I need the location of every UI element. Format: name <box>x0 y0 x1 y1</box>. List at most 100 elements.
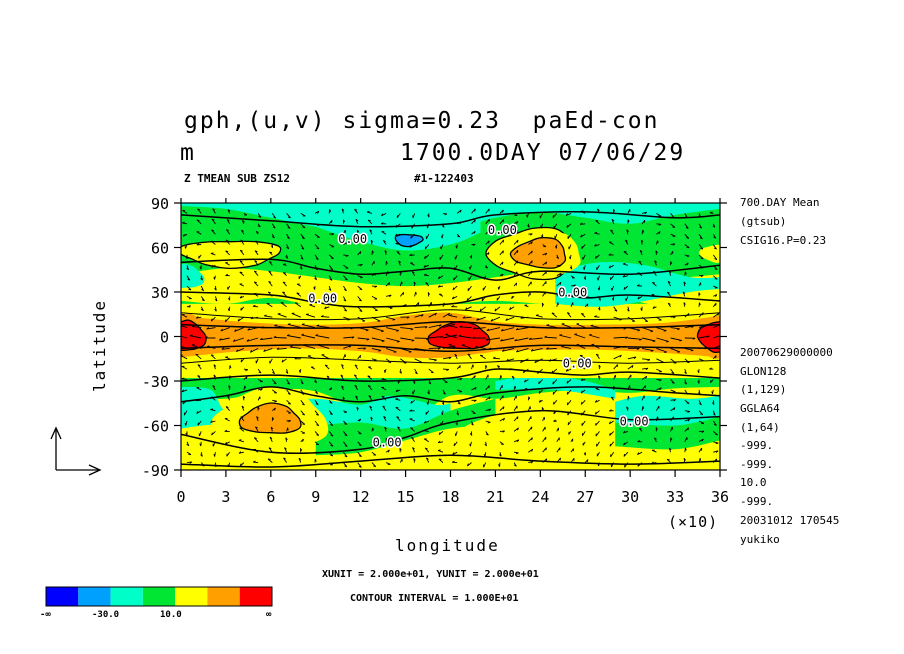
wind-vector-head <box>188 305 191 308</box>
wind-vector-head <box>387 449 390 453</box>
wind-vector-head <box>316 434 319 436</box>
wind-vector-head <box>199 443 202 447</box>
wind-vector-head <box>288 403 291 405</box>
wind-vector-head <box>652 306 655 309</box>
wind-vector-head <box>274 407 276 411</box>
wind-vector-head <box>637 463 640 467</box>
wind-vector-head <box>365 329 369 332</box>
wind-vector-head <box>459 209 462 213</box>
wind-vector-head <box>454 334 457 337</box>
wind-vector-head <box>492 356 496 359</box>
wind-vector-head <box>452 452 455 455</box>
wind-vector <box>613 327 627 329</box>
wind-vector <box>449 314 458 318</box>
wind-vector-head <box>410 328 414 331</box>
wind-vector-head <box>343 299 347 302</box>
wind-vector-head <box>490 318 493 322</box>
x-tick-label-11: 33 <box>666 488 684 506</box>
wind-vector <box>551 312 558 318</box>
wind-vector-head <box>313 287 316 290</box>
wind-vector-head <box>614 309 618 312</box>
wind-vector-head <box>224 319 227 322</box>
wind-vector <box>321 354 330 360</box>
wind-vector <box>466 296 472 302</box>
wind-vector <box>656 368 662 373</box>
wind-vector <box>588 334 600 339</box>
wind-vector-head <box>488 408 491 412</box>
wind-vector-head <box>355 395 358 398</box>
side-bottom-10: yukiko <box>740 533 780 546</box>
wind-vector-head <box>359 251 362 255</box>
wind-vector <box>656 358 664 363</box>
wind-vector-head <box>227 395 230 398</box>
wind-vector <box>513 260 518 266</box>
subtitle-left: Z TMEAN SUB ZS12 <box>184 172 290 185</box>
wind-vector-head <box>350 327 354 330</box>
wind-vector <box>219 337 230 341</box>
wind-vector-head <box>609 443 611 447</box>
wind-vector-head <box>516 230 519 234</box>
wind-vector-head <box>414 372 418 375</box>
wind-vector <box>473 327 486 330</box>
wind-vector-head <box>484 443 487 447</box>
wind-vector-head <box>240 359 243 363</box>
wind-vector <box>286 399 292 405</box>
wind-vector-head <box>527 225 530 228</box>
wind-vector-head <box>330 257 334 260</box>
wind-vector-head <box>234 329 237 332</box>
colorbar-swatch-6 <box>239 587 272 606</box>
wind-vector-head <box>301 392 305 395</box>
wind-vector-head <box>329 209 332 212</box>
wind-vector <box>712 244 717 250</box>
wind-vector-head <box>637 296 640 300</box>
wind-vector <box>382 405 387 411</box>
wind-vector-head <box>528 396 531 400</box>
feature-core-3 <box>509 237 567 269</box>
wind-vector-head <box>268 280 272 283</box>
wind-vector-head <box>316 424 319 427</box>
wind-vector-head <box>239 260 243 263</box>
wind-vector <box>428 324 442 329</box>
wind-vector-head <box>474 387 477 390</box>
wind-vector-head <box>598 364 601 368</box>
wind-vector-head <box>287 226 291 229</box>
wind-vector-head <box>671 216 675 219</box>
wind-vector-head <box>330 444 334 447</box>
wind-vector-head <box>185 432 188 436</box>
wind-vector-head <box>541 407 545 410</box>
wind-vector-head <box>182 233 185 237</box>
wind-vector <box>368 395 373 401</box>
wind-vector-head <box>330 424 333 427</box>
wind-vector <box>488 347 500 350</box>
wind-vector <box>314 244 320 250</box>
wind-vector-head <box>598 298 601 301</box>
wind-vector <box>567 400 572 406</box>
wind-vector-head <box>554 245 557 249</box>
wind-vector <box>528 437 533 443</box>
wind-vector <box>445 324 458 329</box>
wind-vector-head <box>197 375 201 377</box>
wind-vector-head <box>221 347 225 350</box>
wind-vector-head <box>314 380 317 383</box>
wind-vector-head <box>283 272 286 274</box>
wind-vector-head <box>509 307 512 310</box>
wind-vector-head <box>538 381 540 384</box>
wind-vector-head <box>522 370 525 373</box>
wind-vector-head <box>469 433 473 436</box>
wind-vector-head <box>469 255 472 259</box>
wind-vector-head <box>210 252 214 254</box>
wind-vector-head <box>557 302 559 306</box>
contour-line-8 <box>181 386 720 403</box>
north-cyan-west-edge <box>181 263 205 289</box>
wind-vector-head <box>213 453 216 457</box>
wind-vector <box>656 347 667 353</box>
wind-vector-head <box>715 294 718 297</box>
wind-vector <box>181 314 188 318</box>
wind-vector-head <box>426 401 429 405</box>
wind-vector <box>423 438 430 443</box>
wind-vector-head <box>505 318 508 321</box>
wind-vector-head <box>537 371 539 374</box>
wind-vector-head <box>540 225 542 229</box>
wind-vector-head <box>583 277 586 280</box>
wind-vector <box>502 347 515 352</box>
